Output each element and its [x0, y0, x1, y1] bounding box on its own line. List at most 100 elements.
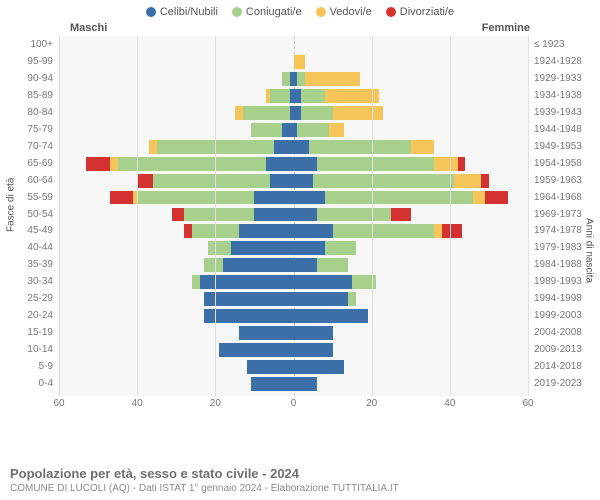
x-tick: 60	[522, 398, 533, 409]
female-bar	[294, 241, 529, 255]
male-bar	[59, 326, 294, 340]
female-bar	[294, 258, 529, 272]
birth-label: 1969-1973	[534, 208, 596, 225]
age-label: 75-79	[4, 123, 53, 140]
x-tick: 20	[210, 398, 221, 409]
segment-married	[153, 174, 270, 188]
segment-single	[282, 123, 294, 137]
female-header: Femmine	[482, 22, 530, 34]
segment-divorced	[172, 208, 184, 222]
gridline	[215, 36, 216, 396]
segment-divorced	[137, 174, 153, 188]
bars-container	[59, 38, 528, 394]
age-label: 95-99	[4, 55, 53, 72]
male-bar	[59, 191, 294, 205]
segment-married	[325, 191, 474, 205]
segment-single	[294, 258, 317, 272]
age-label: 0-4	[4, 377, 53, 394]
bar-row	[59, 343, 528, 357]
segment-married	[297, 72, 305, 86]
birth-label: 1959-1963	[534, 174, 596, 191]
female-bar	[294, 174, 529, 188]
bar-row	[59, 241, 528, 255]
birth-label: 2019-2023	[534, 377, 596, 394]
bar-row	[59, 38, 528, 52]
gridline	[59, 36, 60, 396]
age-label: 40-44	[4, 241, 53, 258]
female-bar	[294, 38, 529, 52]
segment-widowed	[434, 157, 457, 171]
female-bar	[294, 89, 529, 103]
segment-single	[294, 275, 353, 289]
segment-single	[294, 343, 333, 357]
bar-row	[59, 326, 528, 340]
segment-married	[309, 140, 411, 154]
bar-row	[59, 360, 528, 374]
female-bar	[294, 377, 529, 391]
birth-label: 1999-2003	[534, 309, 596, 326]
segment-married	[348, 292, 356, 306]
age-label: 50-54	[4, 208, 53, 225]
legend: Celibi/NubiliConiugati/eVedovi/eDivorzia…	[0, 0, 600, 18]
legend-item: Vedovi/e	[316, 6, 372, 18]
male-bar	[59, 72, 294, 86]
female-bar	[294, 140, 529, 154]
segment-single	[294, 360, 345, 374]
segment-divorced	[458, 157, 466, 171]
segment-married	[251, 123, 282, 137]
birth-label: 1964-1968	[534, 191, 596, 208]
legend-item: Coniugati/e	[232, 6, 302, 18]
segment-divorced	[184, 224, 192, 238]
segment-single	[231, 241, 294, 255]
segment-single	[294, 377, 317, 391]
birth-label: 1989-1993	[534, 275, 596, 292]
birth-label: ≤ 1923	[534, 38, 596, 55]
legend-item: Divorziati/e	[386, 6, 454, 18]
segment-widowed	[305, 72, 360, 86]
bar-row	[59, 174, 528, 188]
age-label: 10-14	[4, 343, 53, 360]
y-labels-birth: ≤ 19231924-19281929-19331934-19381939-19…	[530, 38, 596, 394]
birth-label: 1939-1943	[534, 106, 596, 123]
bar-row	[59, 140, 528, 154]
bar-row	[59, 157, 528, 171]
age-label: 20-24	[4, 309, 53, 326]
segment-single	[239, 326, 294, 340]
segment-single	[204, 309, 294, 323]
male-bar	[59, 123, 294, 137]
female-bar	[294, 157, 529, 171]
chart-area: Fasce di età Anni di nascita 100+95-9990…	[4, 36, 596, 414]
male-bar	[59, 140, 294, 154]
segment-widowed	[411, 140, 434, 154]
age-label: 70-74	[4, 140, 53, 157]
segment-widowed	[333, 106, 384, 120]
segment-single	[294, 140, 310, 154]
female-bar	[294, 55, 529, 69]
bar-row	[59, 72, 528, 86]
segment-divorced	[110, 191, 133, 205]
male-bar	[59, 89, 294, 103]
bar-row	[59, 377, 528, 391]
age-label: 85-89	[4, 89, 53, 106]
female-bar	[294, 292, 529, 306]
segment-single	[270, 174, 293, 188]
age-label: 25-29	[4, 292, 53, 309]
bar-row	[59, 309, 528, 323]
segment-married	[301, 106, 332, 120]
segment-married	[204, 258, 224, 272]
segment-widowed	[235, 106, 243, 120]
gridline	[450, 36, 451, 396]
segment-widowed	[329, 123, 345, 137]
female-bar	[294, 326, 529, 340]
female-bar	[294, 343, 529, 357]
footer: Popolazione per età, sesso e stato civil…	[10, 466, 590, 494]
age-label: 45-49	[4, 224, 53, 241]
bar-row	[59, 292, 528, 306]
female-bar	[294, 208, 529, 222]
segment-single	[254, 208, 293, 222]
segment-single	[247, 360, 294, 374]
segment-widowed	[454, 174, 481, 188]
segment-single	[294, 326, 333, 340]
birth-label: 1924-1928	[534, 55, 596, 72]
bar-row	[59, 208, 528, 222]
